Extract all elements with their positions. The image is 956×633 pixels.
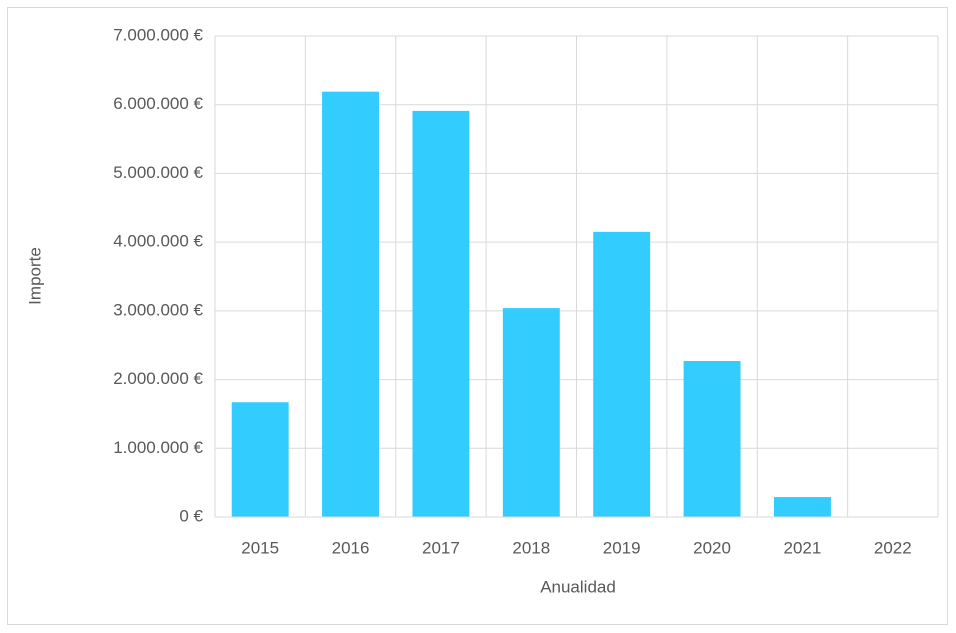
bar (683, 361, 741, 517)
x-tick-label: 2018 (512, 538, 550, 557)
bar (502, 308, 560, 517)
x-tick-label: 2019 (603, 538, 641, 557)
x-tick-label: 2016 (332, 538, 370, 557)
y-tick-label: 7.000.000 € (113, 25, 203, 44)
x-tick-label: 2021 (784, 538, 822, 557)
bar (773, 497, 831, 517)
bar (593, 231, 651, 518)
x-axis-label: Anualidad (540, 577, 616, 596)
y-tick-label: 6.000.000 € (113, 94, 203, 113)
y-tick-label: 2.000.000 € (113, 369, 203, 388)
y-tick-label: 0 € (179, 506, 203, 525)
bar (322, 91, 380, 517)
y-tick-label: 1.000.000 € (113, 438, 203, 457)
y-tick-label: 4.000.000 € (113, 232, 203, 251)
x-tick-label: 2020 (693, 538, 731, 557)
bar (412, 110, 470, 518)
y-tick-label: 5.000.000 € (113, 163, 203, 182)
x-tick-label: 2015 (241, 538, 279, 557)
y-tick-label: 3.000.000 € (113, 300, 203, 319)
x-tick-label: 2017 (422, 538, 460, 557)
chart-border (7, 7, 948, 625)
bar (231, 402, 289, 517)
y-axis-label: Importe (25, 247, 44, 305)
x-tick-label: 2022 (874, 538, 912, 557)
